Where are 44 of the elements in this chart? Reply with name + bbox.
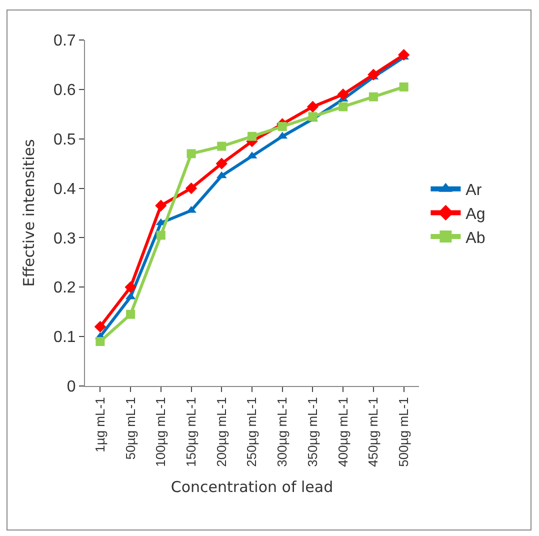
point [398, 48, 410, 61]
y-tick-label: 0.7 [54, 32, 76, 50]
x-tick-label: 500µg mL-1 [396, 397, 412, 467]
point [126, 310, 136, 319]
point [337, 88, 349, 100]
point [368, 92, 378, 102]
x-tick-label: 250µg mL-1 [244, 397, 260, 467]
point [278, 122, 287, 131]
point [338, 102, 348, 112]
point [185, 182, 198, 194]
point [216, 158, 228, 170]
y-tick-label: 0.5 [54, 131, 76, 148]
point [306, 100, 319, 113]
point [96, 337, 105, 346]
point [124, 281, 136, 293]
legend-label: Ar [466, 182, 482, 200]
x-tick-label: 450µg mL-1 [366, 397, 381, 467]
y-tick-label: 0.2 [54, 280, 76, 297]
point [308, 112, 318, 122]
y-tick-label: 0.1 [54, 329, 76, 346]
x-tick-label: 400µg mL-1 [335, 397, 350, 467]
x-tick-label: 300µg mL-1 [274, 397, 290, 467]
point [368, 68, 380, 80]
y-tick-label: 0.6 [54, 82, 76, 100]
point [94, 320, 106, 333]
y-tick-label: 0.4 [54, 180, 76, 198]
x-tick-label: 200µg mL-1 [214, 397, 229, 467]
y-tick-label: 0.3 [54, 230, 76, 248]
x-tick-label: 100µg mL-1 [153, 397, 168, 467]
x-tick-label: 50µg mL-1 [122, 397, 138, 460]
point [399, 82, 408, 92]
point [248, 132, 256, 141]
y-tick-label: 0 [66, 378, 76, 396]
legend-label: Ab [466, 230, 486, 247]
x-tick-label: 1µg mL-1 [92, 397, 108, 452]
y-axis-title: Effective intensities [20, 139, 38, 287]
point [186, 149, 196, 158]
x-tick-label: 150µg mL-1 [183, 397, 198, 467]
point [217, 142, 226, 151]
legend-label: Ag [466, 206, 486, 223]
point [156, 230, 166, 240]
point [155, 200, 167, 212]
x-axis-title: Concentration of lead [170, 478, 334, 496]
x-tick-label: 350µg mL-1 [304, 397, 320, 467]
